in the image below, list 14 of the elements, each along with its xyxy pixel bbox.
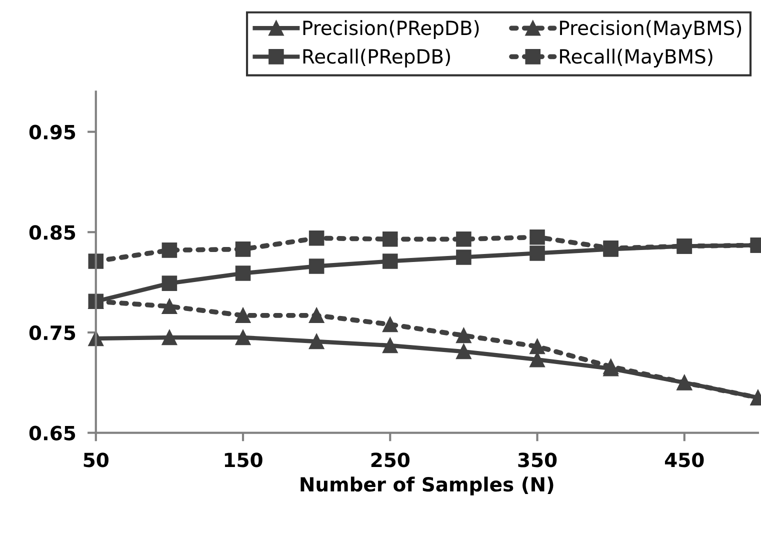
y-tick-label: 0.85 — [29, 225, 76, 240]
legend-label: Recall(MayBMS) — [560, 48, 712, 68]
x-tick-label: 450 — [664, 452, 704, 468]
y-tick-label: 0.65 — [29, 426, 76, 440]
x-tick-label: 150 — [224, 452, 262, 468]
x-tick-label: 250 — [371, 452, 410, 468]
legend-label: Recall(PRepDB) — [303, 48, 450, 68]
x-tick-label: 350 — [518, 452, 557, 468]
x-axis-title: Number of Samples (N) — [300, 476, 554, 496]
y-tick-label: 0.75 — [29, 325, 76, 340]
y-tick-label: 0.95 — [29, 124, 76, 140]
x-tick-label: 50 — [84, 452, 108, 468]
legend-label: Precision(MayBMS) — [560, 20, 742, 39]
legend-label: Precision(PRepDB) — [303, 20, 479, 39]
